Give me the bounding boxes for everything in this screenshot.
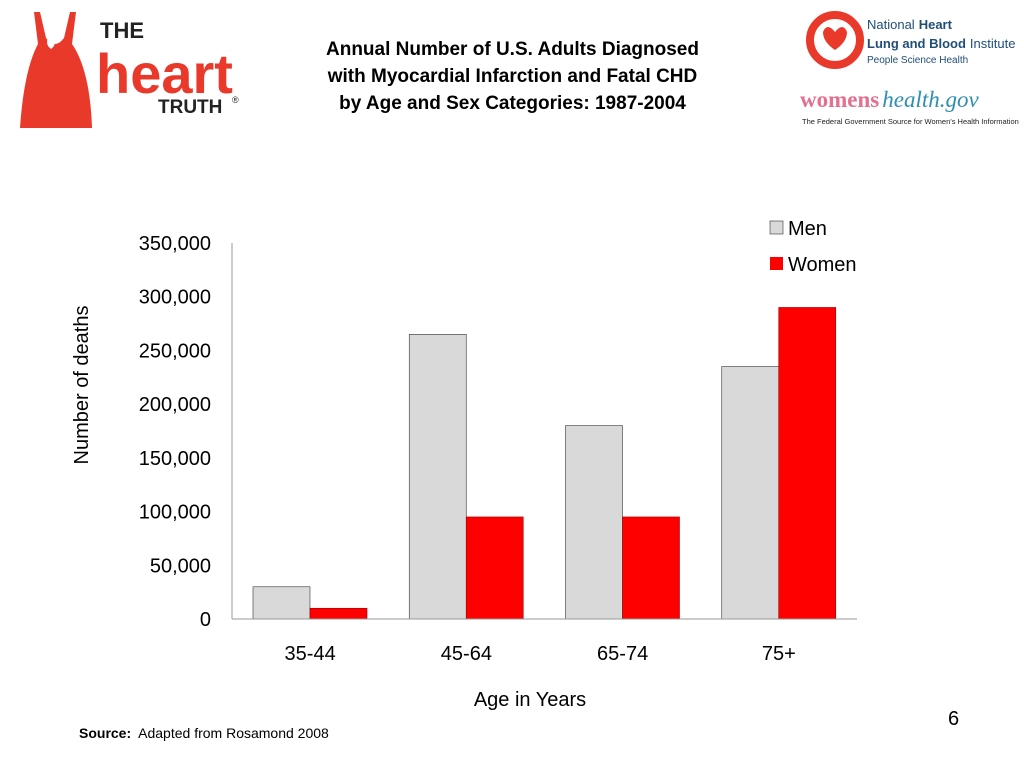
bar-men-75+ [721,366,780,620]
bar-women-45-64 [465,516,524,620]
x-tick-label: 75+ [762,643,796,665]
womenshealth-name-b: health.gov [882,87,979,112]
y-tick-label: 0 [200,609,211,631]
y-tick-label: 150,000 [139,448,211,470]
x-tick-label: 45-64 [441,643,492,665]
nhlbi-logo: National Heart Lung and Blood Institute Pe… [805,10,1020,80]
y-tick-label: 350,000 [139,233,211,255]
y-tick-label: 200,000 [139,394,211,416]
legend-label-men: Men [788,218,827,240]
womenshealth-tagline: The Federal Government Source for Women'… [802,117,1019,126]
title-line: with Myocardial Infarction and Fatal CHD [327,66,698,87]
nhlbi-heart: Heart [918,17,952,32]
page-number: 6 [948,708,960,730]
red-dress-icon [20,12,92,128]
x-tick-label: 65-74 [597,643,648,665]
source-label: Source: [79,725,132,741]
nhlbi-lung-blood: Lung and Blood [867,36,966,51]
y-tick-label: 50,000 [150,555,211,577]
x-axis-label: Age in Years [474,689,586,711]
legend: Men Women [769,218,857,276]
x-tick-label: 35-44 [285,643,336,665]
nhlbi-institute: Institute [969,36,1016,51]
bar-men-65-74 [565,425,623,620]
source-note: Source: Adapted from Rosamond 2008 [79,725,329,741]
bar-men-45-64 [408,334,467,620]
legend-label-women: Women [788,254,857,276]
bar-women-35-44 [309,607,368,620]
logo-text-truth: TRUTH [158,97,223,118]
source-text: Adapted from Rosamond 2008 [138,725,329,741]
nhlbi-national: National [867,17,915,32]
womenshealth-logo: womens health.gov The Federal Government … [800,88,1022,133]
bar-women-75+ [778,307,837,620]
logo-text-the: THE [100,18,144,43]
nhlbi-line-1: National Heart [867,18,952,31]
nhlbi-heart-icon [806,11,864,69]
bar-women-65-74 [622,516,680,620]
chart-title: Annual Number of U.S. Adults Diagnosed w… [270,36,755,117]
y-tick-label: 250,000 [139,340,211,362]
registered-mark: ® [232,95,239,105]
legend-swatch-women [770,257,783,270]
nhlbi-tagline: People Science Health [867,55,969,66]
bar-men-35-44 [252,586,311,620]
title-line: by Age and Sex Categories: 1987-2004 [339,93,686,114]
legend-swatch-men [769,220,784,235]
title-line: Annual Number of U.S. Adults Diagnosed [326,39,699,60]
logo-text-heart: heart [96,42,233,105]
y-tick-label: 300,000 [139,287,211,309]
y-axis-label: Number of deaths [71,306,93,465]
womenshealth-name: womens health.gov [800,88,979,111]
nhlbi-line-2: Lung and Blood Institute [867,37,1015,50]
womenshealth-name-a: womens [800,87,880,112]
heart-truth-logo: THE heart TRUTH ® [20,10,245,130]
y-tick-label: 100,000 [139,502,211,524]
